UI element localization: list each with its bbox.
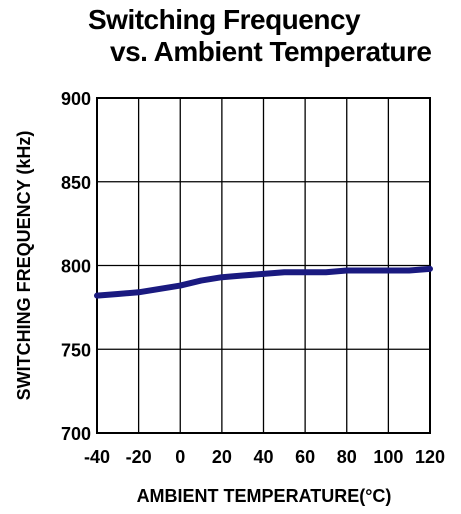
x-tick-label: 0: [175, 447, 185, 467]
grid: [96, 97, 431, 434]
x-tick-labels: -40 -20 0 20 40 60 80 100 120: [84, 447, 445, 467]
x-tick-label: 40: [253, 447, 273, 467]
y-tick-label: 750: [61, 340, 91, 360]
y-tick-labels: 700 750 800 850 900: [61, 89, 91, 444]
x-tick-label: -40: [84, 447, 110, 467]
y-tick-label: 850: [61, 173, 91, 193]
chart-title-line2: vs. Ambient Temperature: [110, 36, 432, 67]
x-tick-label: 100: [373, 447, 403, 467]
x-tick-label: 80: [337, 447, 357, 467]
chart-title-line1: Switching Frequency: [88, 4, 361, 35]
x-axis-label: AMBIENT TEMPERATURE(°C): [137, 486, 392, 506]
y-axis-label: SWITCHING FREQUENCY (kHz): [14, 131, 34, 401]
y-tick-label: 900: [61, 89, 91, 109]
x-tick-label: 20: [212, 447, 232, 467]
series-line: [94, 265, 433, 299]
plot-frame: [96, 97, 431, 434]
y-tick-label: 700: [61, 424, 91, 444]
x-tick-label: 60: [295, 447, 315, 467]
y-tick-label: 800: [61, 257, 91, 277]
x-tick-label: 120: [415, 447, 445, 467]
x-tick-label: -20: [126, 447, 152, 467]
